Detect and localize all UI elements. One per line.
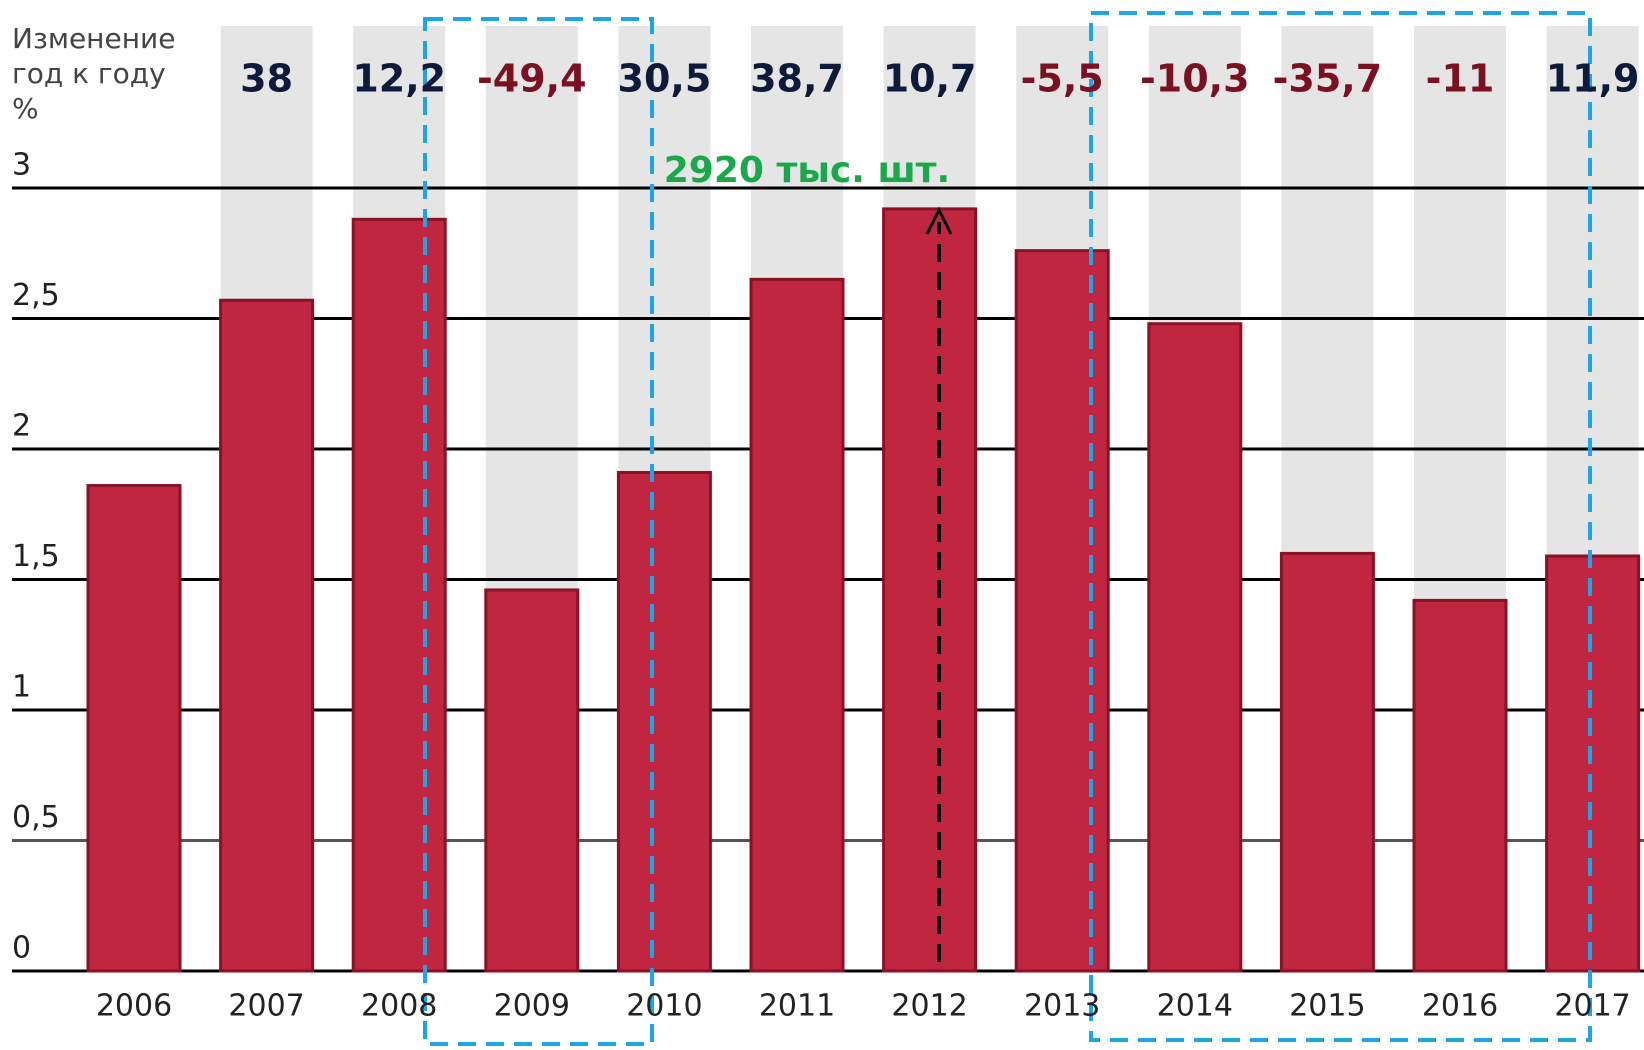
x-tick-label: 2017 (1554, 989, 1630, 1024)
yoy-label: 38,7 (750, 57, 844, 101)
background-column (220, 26, 313, 301)
x-tick-label: 2011 (759, 989, 835, 1024)
bar (1147, 322, 1243, 973)
x-tick-label: 2008 (361, 989, 437, 1024)
annotation: 2920 тыс. шт. (664, 150, 950, 191)
arrow-head (925, 206, 953, 235)
x-tick-label: 2013 (1024, 989, 1100, 1024)
x-tick-label: 2012 (891, 989, 967, 1024)
yoy-label: -11 (1426, 57, 1495, 101)
x-tick-label: 2009 (494, 989, 570, 1024)
bar (484, 588, 580, 973)
bar (749, 277, 845, 973)
y-tick-label: 1 (12, 670, 31, 705)
x-tick-label: 2015 (1289, 989, 1365, 1024)
background-column (751, 26, 843, 280)
x-tick-label: 2016 (1422, 989, 1498, 1024)
background-column (883, 26, 976, 209)
yoy-axis-label: год к году (12, 57, 166, 90)
bar (1545, 554, 1641, 973)
background-columns (220, 26, 1639, 601)
bar (1014, 249, 1110, 973)
y-tick-label: 3 (12, 148, 31, 183)
y-tick-label: 0,5 (12, 800, 60, 835)
background-column (1546, 26, 1639, 557)
bars (86, 207, 1641, 973)
y-tick-label: 1,5 (12, 539, 60, 574)
yoy-label: 30,5 (618, 57, 712, 101)
x-tick-label: 2007 (228, 989, 304, 1024)
yoy-label: 10,7 (883, 57, 977, 101)
x-tick-label: 2014 (1157, 989, 1233, 1024)
yoy-label: -10,3 (1140, 57, 1250, 101)
bar (1279, 551, 1375, 973)
yoy-label: 12,2 (352, 57, 446, 101)
bar (351, 217, 447, 973)
y-tick-label: 2,5 (12, 278, 60, 313)
y-tick-label: 0 (12, 931, 31, 966)
bar (219, 298, 315, 973)
y-tick-label: 2 (12, 409, 31, 444)
highlight-box (1089, 11, 1592, 1042)
x-tick-label: 2006 (96, 989, 172, 1024)
bar (1412, 598, 1508, 973)
yoy-label: 11,9 (1546, 57, 1640, 101)
bar (86, 484, 182, 973)
yoy-label: -35,7 (1273, 57, 1383, 101)
yoy-label: -5,5 (1021, 57, 1104, 101)
yoy-label: 38 (240, 57, 293, 101)
background-column (1148, 26, 1241, 324)
highlight-box (423, 17, 654, 1046)
yoy-axis-label: % (12, 92, 39, 125)
background-column (1414, 26, 1506, 601)
background-column (618, 26, 711, 473)
background-column (1281, 26, 1374, 554)
yoy-axis-label: Изменение (12, 22, 175, 55)
bar (882, 207, 978, 973)
bar (616, 470, 712, 973)
yoy-label: -49,4 (477, 57, 587, 101)
background-column (353, 26, 446, 220)
background-column (485, 26, 578, 590)
x-tick-label: 2010 (626, 989, 702, 1024)
